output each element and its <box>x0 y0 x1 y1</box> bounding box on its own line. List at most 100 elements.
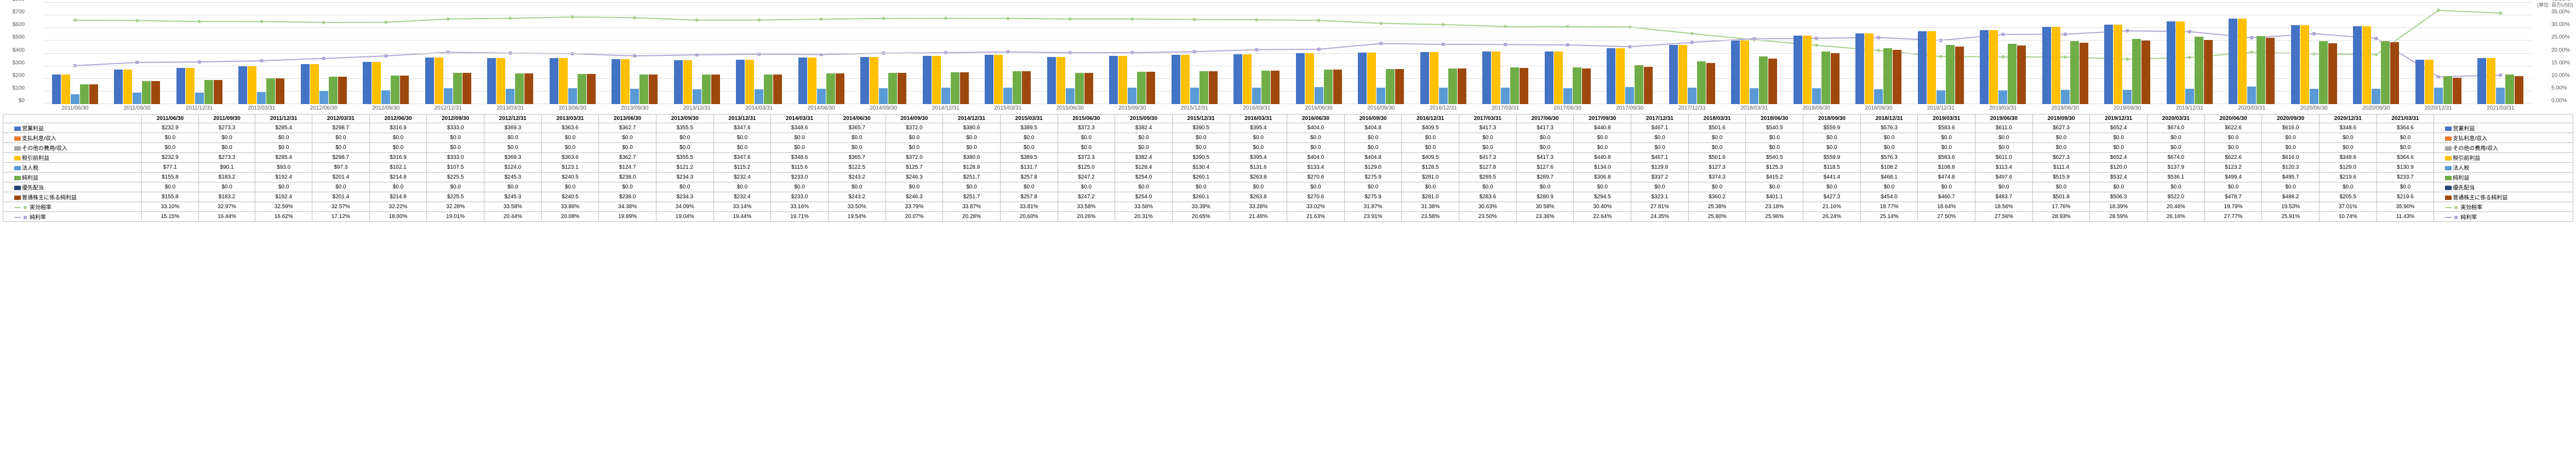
bar-税引前利益 <box>61 74 70 104</box>
table-cell: 19.79% <box>2204 202 2262 212</box>
table-cell: $0.0 <box>1402 143 1459 153</box>
table-cell: $0.0 <box>828 133 886 143</box>
table-cell: $0.0 <box>713 133 771 143</box>
row-label: 普通株主に係る純利益 <box>22 195 77 201</box>
table-cell: $107.5 <box>427 163 484 173</box>
table-cell: $260.1 <box>1172 192 1230 202</box>
bar-group <box>1855 33 1901 104</box>
table-cell: 31.38% <box>1402 202 1459 212</box>
table-cell: $0.0 <box>2377 133 2434 143</box>
bar-法人税 <box>2496 88 2505 104</box>
table-cell: $0.0 <box>427 133 484 143</box>
table-cell: $243.2 <box>828 173 886 182</box>
bar-税引前利益 <box>2487 58 2495 104</box>
marker-実効税率 <box>633 16 636 19</box>
table-cell: $232.4 <box>713 173 771 182</box>
bar-税引前利益 <box>932 56 941 104</box>
table-col-header: 2012/03/31 <box>312 114 370 123</box>
table-cell: $0.0 <box>828 182 886 192</box>
bar-普通株主に係る純利益 <box>587 74 596 104</box>
table-cell: $254.0 <box>1115 192 1173 202</box>
table-cell: $395.4 <box>1230 153 1287 163</box>
bar-営業利益 <box>363 62 372 104</box>
table-cell: $0.0 <box>1860 143 1918 153</box>
table-cell: $219.6 <box>2319 173 2377 182</box>
table-cell: $115.6 <box>771 163 829 173</box>
table-cell: $280.9 <box>1516 192 1574 202</box>
table-cell: $576.3 <box>1860 123 1918 133</box>
table-cell: $0.0 <box>369 133 427 143</box>
row-label: 法人税 <box>22 165 38 171</box>
x-label: 2017/06/30 <box>1554 105 1581 111</box>
table-cell: $0.0 <box>142 143 199 153</box>
table-cell: $474.8 <box>1918 173 1975 182</box>
bar-法人税 <box>133 93 141 104</box>
table-cell: $409.5 <box>1402 153 1459 163</box>
x-label: 2012/03/31 <box>248 105 275 111</box>
bar-group <box>1731 41 1777 104</box>
row-header-優先配当: 優先配当 <box>2434 182 2573 192</box>
table-cell: 23.91% <box>1344 212 1402 222</box>
table-cell: $97.3 <box>312 163 370 173</box>
bar-税引前利益 <box>683 60 692 104</box>
table-cell: $0.0 <box>142 182 199 192</box>
table-cell: $125.3 <box>1746 163 1803 173</box>
marker-実効税率 <box>571 15 574 19</box>
row-label: 税引前利益 <box>22 156 49 162</box>
row-header-支払利息/収入: 支払利息/収入 <box>3 133 142 143</box>
table-cell: $0.0 <box>484 133 541 143</box>
table-cell: $0.0 <box>541 143 599 153</box>
x-label: 2020/12/31 <box>2425 105 2452 111</box>
table-cell: $0.0 <box>1459 143 1517 153</box>
bar-普通株主に係る純利益 <box>1458 68 1466 104</box>
bar-税引前利益 <box>1367 53 1376 104</box>
table-cell: $281.0 <box>1402 192 1459 202</box>
bar-税引前利益 <box>1243 54 1252 104</box>
bar-税引前利益 <box>1492 51 1500 105</box>
bar-普通株主に係る純利益 <box>836 73 844 104</box>
bar-純利益 <box>1573 67 1581 104</box>
bar-税引前利益 <box>2114 25 2122 104</box>
bar-営業利益 <box>1731 41 1740 104</box>
y-tick-right: 20.00% <box>2551 47 2570 53</box>
table-cell: $468.1 <box>1860 173 1918 182</box>
x-label: 2014/12/31 <box>932 105 959 111</box>
table-cell: $369.3 <box>484 153 541 163</box>
table-cell: $440.8 <box>1574 153 1631 163</box>
table-cell: $233.0 <box>771 173 829 182</box>
table-cell: $245.3 <box>484 173 541 182</box>
table-cell: $0.0 <box>828 143 886 153</box>
bar-営業利益 <box>238 66 247 104</box>
bar-税引前利益 <box>1927 31 1936 104</box>
table-cell: $0.0 <box>1058 182 1115 192</box>
table-cell: $409.5 <box>1402 123 1459 133</box>
bar-group <box>238 66 284 104</box>
table-cell: 33.86% <box>541 202 599 212</box>
table-cell: 30.40% <box>1574 202 1631 212</box>
bar-営業利益 <box>1420 52 1429 104</box>
table-cell: $417.3 <box>1459 153 1517 163</box>
legend-line <box>2445 207 2452 208</box>
legend-swatch <box>14 136 21 141</box>
x-label: 2017/12/31 <box>1678 105 1706 111</box>
table-cell: $467.1 <box>1631 123 1689 133</box>
bar-法人税 <box>1812 88 1821 104</box>
table-cell: $128.9 <box>943 163 1001 173</box>
bar-法人税 <box>195 93 204 105</box>
table-cell: $0.0 <box>1115 143 1173 153</box>
bar-group <box>1794 36 1840 104</box>
table-cell: $0.0 <box>771 143 829 153</box>
y-tick-left: $800 <box>13 0 25 3</box>
x-label: 2016/09/30 <box>1367 105 1395 111</box>
table-cell: $127.6 <box>1516 163 1574 173</box>
table-cell: $205.5 <box>2319 192 2377 202</box>
bar-純利益 <box>951 72 959 104</box>
table-cell: $0.0 <box>1344 133 1402 143</box>
bar-営業利益 <box>2042 27 2051 104</box>
table-cell: $0.0 <box>1860 182 1918 192</box>
row-header-実効税率: 実効税率 <box>2434 202 2573 212</box>
row-header-その他の費用/収入: その他の費用/収入 <box>2434 143 2573 153</box>
table-cell: 30.58% <box>1516 202 1574 212</box>
marker-実効税率 <box>1006 17 1009 20</box>
table-col-header: 2017/09/30 <box>1574 114 1631 123</box>
